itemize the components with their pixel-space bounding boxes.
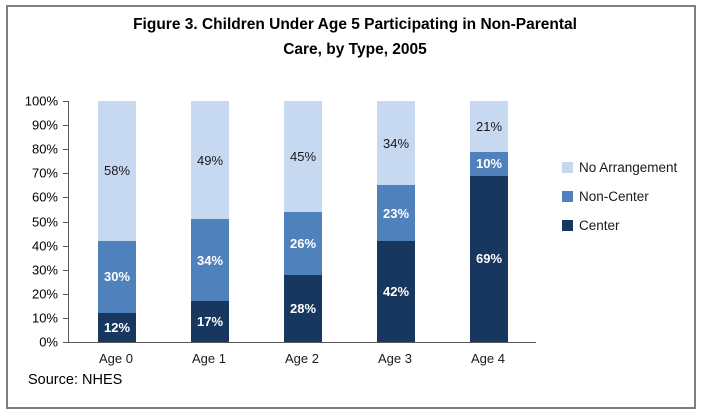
bar-segment-non-center: 23%: [377, 185, 415, 241]
x-axis-label: Age 0: [99, 351, 133, 366]
chart-title: Figure 3. Children Under Age 5 Participa…: [0, 12, 710, 62]
data-label: 17%: [196, 314, 224, 330]
data-label: 34%: [382, 135, 410, 151]
legend-item-no-arrangement: No Arrangement: [562, 160, 677, 175]
y-tick-mark: [63, 293, 68, 295]
chart-title-line-1: Figure 3. Children Under Age 5 Participa…: [133, 16, 577, 33]
legend-swatch-icon: [562, 162, 573, 173]
y-tick-label: 80%: [31, 141, 58, 157]
x-axis-label: Age 3: [378, 351, 412, 366]
bar-segment-no-arrangement: 21%: [470, 101, 508, 152]
x-axis-label: Age 4: [471, 351, 505, 366]
bar-segment-no-arrangement: 58%: [98, 101, 136, 241]
y-tick-label: 10%: [31, 310, 58, 326]
legend-label: Non-Center: [579, 189, 649, 204]
bar-segment-center: 12%: [98, 313, 136, 342]
y-tick-label: 60%: [31, 189, 58, 205]
bar-segment-non-center: 26%: [284, 211, 322, 275]
y-tick-mark: [63, 197, 68, 199]
data-label: 69%: [475, 251, 503, 267]
data-label: 45%: [289, 148, 317, 164]
y-tick-mark: [63, 101, 68, 102]
bar-segment-center: 17%: [191, 301, 229, 342]
chart-title-line-2: Care, by Type, 2005: [283, 41, 427, 58]
stacked-bar-age-4: 69% 10% 21%: [470, 101, 508, 342]
x-axis-label: Age 2: [285, 351, 319, 366]
source-note: Source: NHES: [28, 372, 123, 388]
bar-segment-no-arrangement: 34%: [377, 101, 415, 186]
y-tick-mark: [63, 173, 68, 175]
y-tick-label: 50%: [31, 214, 58, 229]
stacked-bar-age-1: 17% 34% 49%: [191, 101, 229, 342]
stacked-bar-age-2: 28% 26% 45%: [284, 101, 322, 342]
y-tick-label: 40%: [31, 238, 58, 254]
data-label: 49%: [196, 152, 224, 168]
bar-segment-no-arrangement: 49%: [191, 101, 229, 220]
stacked-bar-age-3: 42% 23% 34%: [377, 101, 415, 342]
y-tick-mark: [63, 342, 68, 343]
data-label: 58%: [103, 163, 131, 179]
y-tick-mark: [63, 269, 68, 271]
stacked-bar-age-0: 12% 30% 58%: [98, 101, 136, 342]
data-label: 28%: [289, 300, 317, 316]
y-tick-label: 20%: [31, 286, 58, 302]
data-label: 10%: [475, 156, 503, 172]
legend-swatch-icon: [562, 220, 573, 231]
legend-label: Center: [579, 218, 620, 233]
x-axis-label: Age 1: [192, 351, 226, 366]
bar-segment-non-center: 10%: [470, 151, 508, 176]
y-tick-mark: [63, 221, 68, 223]
data-label: 21%: [475, 118, 503, 134]
legend-item-non-center: Non-Center: [562, 189, 677, 204]
bar-segment-center: 42%: [377, 240, 415, 342]
legend-swatch-icon: [562, 191, 573, 202]
data-label: 23%: [382, 205, 410, 221]
plot-area: 12% 30% 58% 17% 34% 49% 28% 26% 45% 42% 23% 34% 69% 1…: [68, 101, 536, 343]
bar-segment-center: 28%: [284, 274, 322, 342]
legend-label: No Arrangement: [579, 160, 678, 175]
y-tick-mark: [63, 149, 68, 151]
y-tick-label: 100%: [24, 93, 58, 109]
data-label: 12%: [103, 320, 131, 336]
bar-segment-non-center: 30%: [98, 240, 136, 314]
y-tick-label: 30%: [31, 262, 58, 278]
data-label: 30%: [103, 269, 131, 285]
bar-segment-non-center: 34%: [191, 219, 229, 302]
legend: No Arrangement Non-Center Center: [562, 160, 677, 247]
bar-segment-no-arrangement: 45%: [284, 101, 322, 212]
data-label: 42%: [382, 283, 410, 299]
y-tick-label: 0%: [39, 334, 58, 350]
y-tick-mark: [63, 125, 68, 127]
bar-segment-center: 69%: [470, 175, 508, 342]
data-label: 26%: [289, 235, 317, 251]
legend-item-center: Center: [562, 218, 677, 233]
y-tick-mark: [63, 317, 68, 319]
data-label: 34%: [196, 252, 224, 268]
y-tick-mark: [63, 245, 68, 247]
y-tick-label: 90%: [31, 117, 58, 133]
y-tick-label: 70%: [31, 165, 58, 181]
